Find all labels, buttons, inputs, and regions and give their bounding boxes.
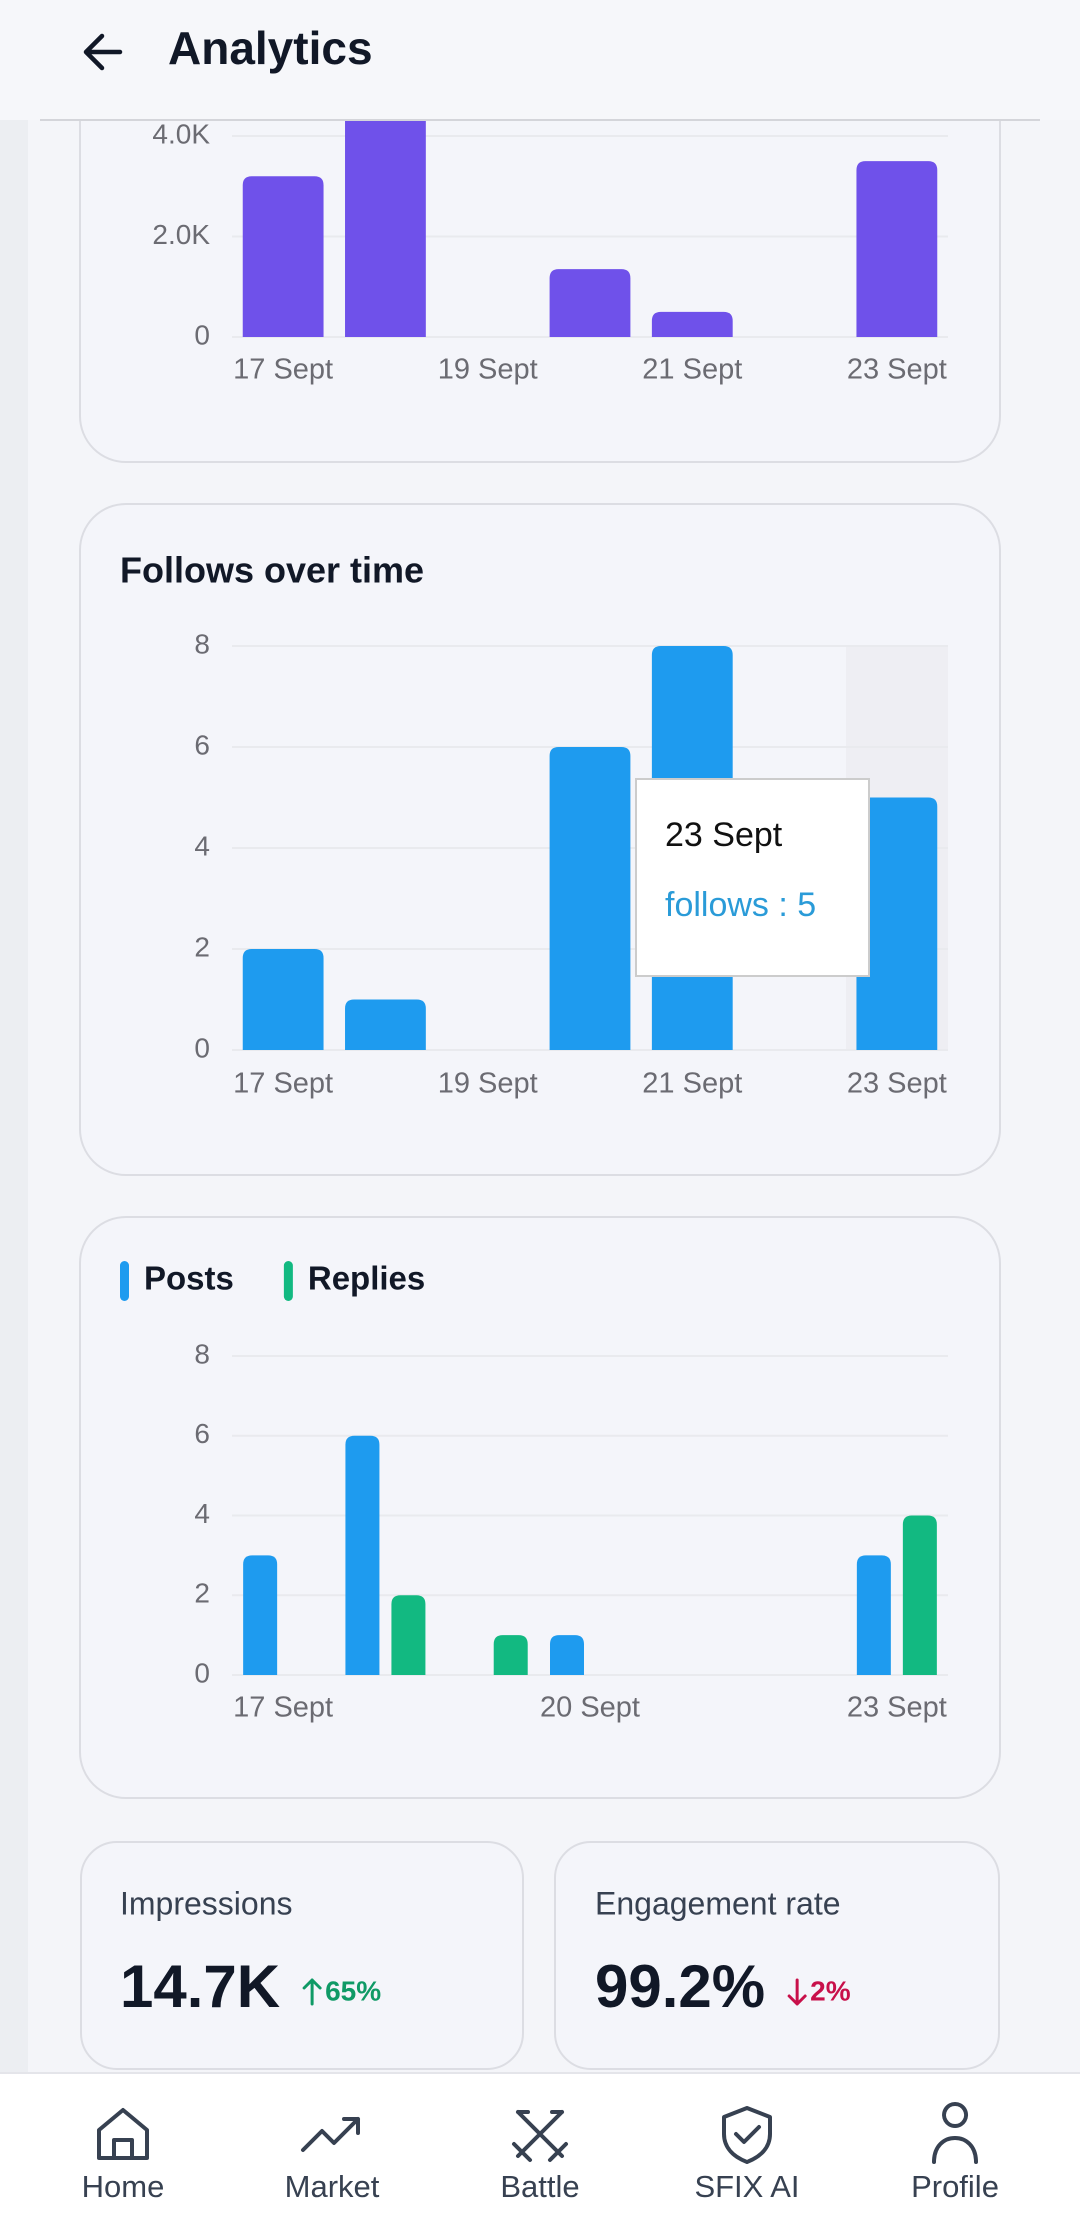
bar bbox=[549, 747, 631, 1050]
x-tick-label: 23 Sept bbox=[847, 354, 947, 386]
nav-label[interactable]: Home bbox=[82, 2169, 165, 2204]
stat-value: 14.7K bbox=[120, 1953, 280, 2020]
nav-label[interactable]: SFIX AI bbox=[694, 2169, 799, 2204]
x-tick-label: 23 Sept bbox=[847, 1068, 947, 1100]
y-tick-label: 0 bbox=[194, 1032, 210, 1063]
y-tick-label: 4 bbox=[194, 830, 210, 861]
nav-label[interactable]: Profile bbox=[911, 2169, 999, 2204]
x-tick-label: 21 Sept bbox=[642, 1068, 742, 1100]
tooltip: 23 Sept follows : 5 bbox=[635, 778, 870, 977]
x-tick-label: 19 Sept bbox=[438, 354, 538, 386]
nav-labels: Home Market Battle SFIX AI Profile bbox=[82, 2169, 999, 2204]
stats: Impressions 14.7K 65% Engagement rate 99.2% 2… bbox=[120, 1885, 851, 2019]
y-tick-label: 2 bbox=[194, 1578, 210, 1609]
x-tick-label: 17 Sept bbox=[233, 1692, 333, 1724]
bar bbox=[902, 1515, 937, 1675]
y-tick-label: 0 bbox=[194, 319, 210, 350]
card bbox=[79, 1216, 1001, 1799]
tooltip-label: follows : 5 bbox=[665, 886, 816, 924]
y-tick-label: 2.0K bbox=[152, 219, 210, 250]
y-tick-label: 8 bbox=[194, 628, 210, 659]
edge-shade bbox=[0, 0, 28, 2222]
stat-card bbox=[80, 1841, 524, 2070]
page-title: Analytics bbox=[168, 22, 373, 74]
bar bbox=[243, 1555, 278, 1675]
bar bbox=[856, 1555, 891, 1675]
x-tick-label: 19 Sept bbox=[438, 1068, 538, 1100]
legend-swatch bbox=[283, 1261, 293, 1301]
x-tick-label: 17 Sept bbox=[233, 1068, 333, 1100]
tooltip-box bbox=[635, 778, 870, 977]
stat-card bbox=[554, 1841, 1000, 2070]
stat-label: Impressions bbox=[120, 1885, 293, 1921]
x-tick-label: 23 Sept bbox=[847, 1692, 947, 1724]
bar bbox=[391, 1595, 426, 1675]
legend-swatch bbox=[120, 1261, 129, 1301]
bar bbox=[651, 311, 733, 337]
chart-title: Follows over time bbox=[120, 550, 424, 591]
y-tick-label: 6 bbox=[194, 1418, 210, 1449]
profile-icon[interactable] bbox=[932, 2102, 978, 2164]
bar bbox=[549, 269, 631, 337]
change-arrow bbox=[787, 1978, 807, 2006]
bar bbox=[242, 949, 324, 1050]
bar bbox=[856, 161, 938, 337]
stat-change: 2% bbox=[810, 1975, 851, 2006]
bar bbox=[493, 1635, 528, 1675]
y-tick-label: 6 bbox=[194, 729, 210, 760]
stat-value: 99.2% bbox=[595, 1953, 765, 2020]
legend-label: Replies bbox=[308, 1260, 425, 1297]
bar bbox=[856, 797, 938, 1050]
bottom-nav bbox=[0, 2073, 1080, 2222]
bar bbox=[550, 1635, 584, 1675]
back-button[interactable] bbox=[83, 33, 123, 71]
y-tick-label: 4.0K bbox=[152, 118, 210, 149]
y-tick-label: 8 bbox=[194, 1338, 210, 1369]
change-arrow bbox=[302, 1978, 322, 2006]
home-icon[interactable] bbox=[97, 2108, 149, 2160]
x-tick-label: 17 Sept bbox=[233, 354, 333, 386]
market-icon[interactable] bbox=[301, 2117, 360, 2152]
x-tick-label: 20 Sept bbox=[540, 1692, 640, 1724]
y-tick-label: 4 bbox=[194, 1498, 210, 1529]
y-tick-label: 0 bbox=[194, 1657, 210, 1688]
bar bbox=[345, 110, 426, 337]
y-tick-label: 2 bbox=[194, 931, 210, 962]
tooltip-title: 23 Sept bbox=[665, 816, 783, 854]
header bbox=[0, 0, 1080, 120]
nav-label[interactable]: Battle bbox=[500, 2169, 579, 2204]
legend-label: Posts bbox=[144, 1260, 234, 1297]
battle-icon[interactable] bbox=[512, 2110, 568, 2162]
content: Follows over time 0 2.0K 4.0K 17 Sept 19 Sep… bbox=[79, 0, 1001, 1799]
bar bbox=[345, 999, 426, 1050]
x-tick-label: 21 Sept bbox=[642, 354, 742, 386]
sfix-ai-icon[interactable] bbox=[722, 2106, 772, 2164]
nav-label[interactable]: Market bbox=[285, 2169, 380, 2204]
stat-change: 65% bbox=[325, 1975, 381, 2006]
bar bbox=[345, 1435, 380, 1675]
bar bbox=[242, 176, 324, 337]
stat-label: Engagement rate bbox=[595, 1885, 841, 1921]
